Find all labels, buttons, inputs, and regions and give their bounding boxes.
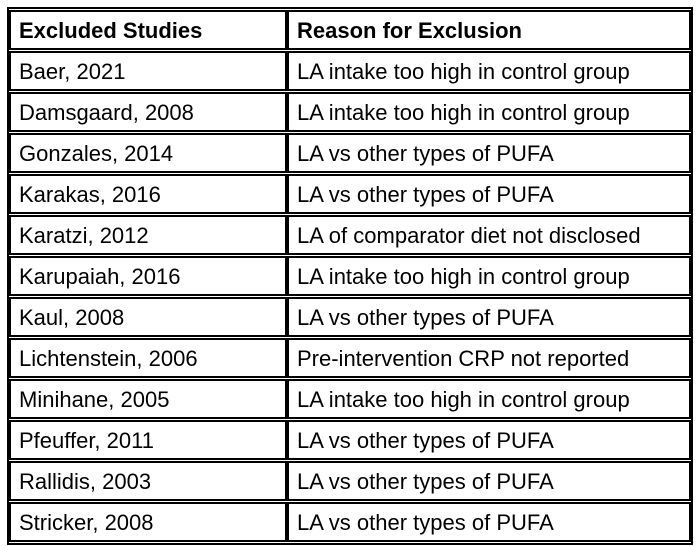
header-row: Excluded Studies Reason for Exclusion <box>9 10 691 50</box>
study-cell: Minihane, 2005 <box>9 379 287 419</box>
reason-cell: LA vs other types of PUFA <box>287 133 691 173</box>
table-row: Kaul, 2008 LA vs other types of PUFA <box>9 297 691 337</box>
table-row: Lichtenstein, 2006 Pre-intervention CRP … <box>9 338 691 378</box>
column-header-reason-for-exclusion: Reason for Exclusion <box>287 10 691 50</box>
table-row: Rallidis, 2003 LA vs other types of PUFA <box>9 461 691 501</box>
reason-cell: LA of comparator diet not disclosed <box>287 215 691 255</box>
excluded-studies-table: Excluded Studies Reason for Exclusion Ba… <box>7 7 693 545</box>
reason-cell: Pre-intervention CRP not reported <box>287 338 691 378</box>
table-row: Damsgaard, 2008 LA intake too high in co… <box>9 92 691 132</box>
study-cell: Karupaiah, 2016 <box>9 256 287 296</box>
table-row: Karatzi, 2012 LA of comparator diet not … <box>9 215 691 255</box>
table-body: Baer, 2021 LA intake too high in control… <box>9 51 691 542</box>
table-row: Karakas, 2016 LA vs other types of PUFA <box>9 174 691 214</box>
study-cell: Gonzales, 2014 <box>9 133 287 173</box>
table-row: Karupaiah, 2016 LA intake too high in co… <box>9 256 691 296</box>
table-row: Minihane, 2005 LA intake too high in con… <box>9 379 691 419</box>
reason-cell: LA intake too high in control group <box>287 92 691 132</box>
reason-cell: LA intake too high in control group <box>287 379 691 419</box>
table-row: Stricker, 2008 LA vs other types of PUFA <box>9 502 691 542</box>
table-row: Pfeuffer, 2011 LA vs other types of PUFA <box>9 420 691 460</box>
study-cell: Rallidis, 2003 <box>9 461 287 501</box>
reason-cell: LA vs other types of PUFA <box>287 420 691 460</box>
reason-cell: LA vs other types of PUFA <box>287 297 691 337</box>
study-cell: Karakas, 2016 <box>9 174 287 214</box>
study-cell: Stricker, 2008 <box>9 502 287 542</box>
table-row: Baer, 2021 LA intake too high in control… <box>9 51 691 91</box>
column-header-excluded-studies: Excluded Studies <box>9 10 287 50</box>
table-row: Gonzales, 2014 LA vs other types of PUFA <box>9 133 691 173</box>
study-cell: Karatzi, 2012 <box>9 215 287 255</box>
study-cell: Damsgaard, 2008 <box>9 92 287 132</box>
reason-cell: LA intake too high in control group <box>287 256 691 296</box>
study-cell: Baer, 2021 <box>9 51 287 91</box>
table-header: Excluded Studies Reason for Exclusion <box>9 10 691 50</box>
study-cell: Kaul, 2008 <box>9 297 287 337</box>
study-cell: Lichtenstein, 2006 <box>9 338 287 378</box>
reason-cell: LA vs other types of PUFA <box>287 461 691 501</box>
reason-cell: LA vs other types of PUFA <box>287 174 691 214</box>
study-cell: Pfeuffer, 2011 <box>9 420 287 460</box>
reason-cell: LA intake too high in control group <box>287 51 691 91</box>
reason-cell: LA vs other types of PUFA <box>287 502 691 542</box>
